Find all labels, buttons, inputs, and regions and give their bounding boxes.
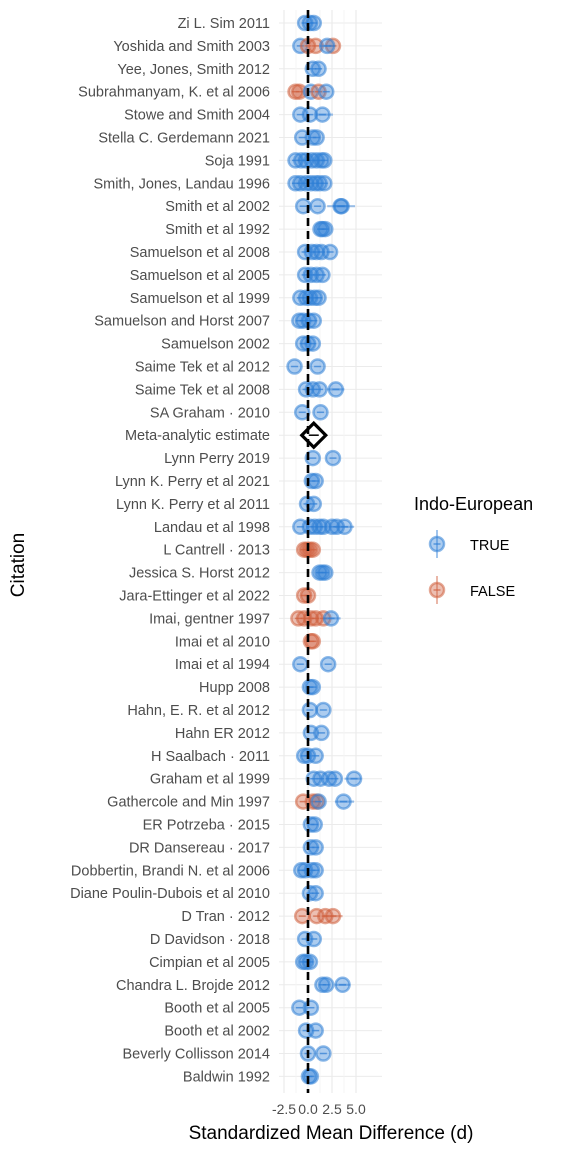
citation-label: Gathercole and Min 1997: [107, 795, 270, 811]
citation-label: Baldwin 1992: [183, 1069, 270, 1085]
x-tick-label: 5.0: [346, 1101, 366, 1117]
citation-label: DR Dansereau · 2017: [129, 840, 270, 856]
citation-label: Soja 1991: [205, 153, 270, 169]
y-axis-title: Citation: [8, 533, 29, 597]
citation-label: Jara-Ettinger et al 2022: [119, 589, 270, 605]
x-tick-label: 0.0: [298, 1101, 318, 1117]
citation-label: Saime Tek et al 2008: [135, 382, 270, 398]
citation-label: Graham et al 1999: [150, 772, 270, 788]
citation-label: Hupp 2008: [199, 680, 270, 696]
citation-label: Stella C. Gerdemann 2021: [98, 131, 270, 147]
legend-label-true: TRUE: [470, 538, 510, 554]
citation-label: Hahn ER 2012: [175, 726, 270, 742]
citation-label: Diane Poulin-Dubois et al 2010: [70, 886, 270, 902]
citation-label: Smith et al 1992: [165, 222, 270, 238]
citation-label: Samuelson et al 2005: [130, 268, 270, 284]
citation-labels: Zi L. Sim 2011 Yoshida and Smith 2003 Yee,…: [70, 16, 270, 1085]
meta-estimate-label: Meta-analytic estimate: [125, 428, 270, 444]
citation-label: H Saalbach · 2011: [151, 749, 270, 765]
citation-label: Smith et al 2002: [165, 199, 270, 215]
x-tick-label: 2.5: [322, 1101, 342, 1117]
citation-label: Samuelson et al 1999: [130, 291, 270, 307]
citation-label: Samuelson and Horst 2007: [94, 314, 270, 330]
citation-label: Samuelson et al 2008: [130, 245, 270, 261]
grid-layer: [279, 10, 382, 1093]
citation-label: Imai, gentner 1997: [149, 611, 270, 627]
legend-key-true: [428, 530, 446, 558]
citation-label: Imai et al 2010: [175, 634, 270, 650]
citation-label: Smith, Jones, Landau 1996: [93, 176, 270, 192]
citation-label: Hahn, E. R. et al 2012: [127, 703, 270, 719]
citation-label: Booth et al 2002: [164, 1024, 270, 1040]
citation-label: Lynn K. Perry et al 2011: [116, 497, 270, 513]
data-points: [286, 14, 363, 1085]
citation-label: Beverly Collisson 2014: [123, 1047, 271, 1063]
citation-label: Landau et al 1998: [154, 520, 270, 536]
citation-label: Zi L. Sim 2011: [178, 16, 270, 32]
citation-label: D Davidson · 2018: [150, 932, 270, 948]
citation-label: D Tran · 2012: [181, 909, 270, 925]
citation-label: Saime Tek et al 2012: [135, 360, 270, 376]
x-tick-label: -2.5: [272, 1101, 296, 1117]
citation-label: Jessica S. Horst 2012: [129, 566, 270, 582]
citation-label: Lynn Perry 2019: [164, 451, 270, 467]
citation-label: SA Graham · 2010: [150, 405, 270, 421]
legend: Indo-European TRUE FALSE: [414, 494, 533, 604]
citation-label: Samuelson 2002: [161, 337, 270, 353]
citation-label: Lynn K. Perry et al 2021: [115, 474, 270, 490]
legend-key-false: [428, 576, 446, 604]
citation-label: ER Potrzeba · 2015: [143, 818, 270, 834]
legend-title: Indo-European: [414, 494, 533, 514]
citation-label: Imai et al 1994: [175, 657, 270, 673]
citation-label: Cimpian et al 2005: [149, 955, 270, 971]
citation-label: Yee, Jones, Smith 2012: [117, 62, 270, 78]
citation-label: Yoshida and Smith 2003: [113, 39, 270, 55]
citation-label: Chandra L. Brojde 2012: [116, 978, 270, 994]
citation-label: Stowe and Smith 2004: [124, 108, 270, 124]
x-axis-title: Standardized Mean Difference (d): [189, 1123, 474, 1144]
citation-label: Dobbertin, Brandi N. et al 2006: [71, 863, 270, 879]
citation-label: L Cantrell · 2013: [163, 543, 270, 559]
legend-label-false: FALSE: [470, 584, 515, 600]
x-axis-ticks: -2.5 0.0 2.5 5.0: [272, 1101, 366, 1117]
citation-label: Subrahmanyam, K. et al 2006: [78, 85, 270, 101]
citation-label: Booth et al 2005: [164, 1001, 270, 1017]
